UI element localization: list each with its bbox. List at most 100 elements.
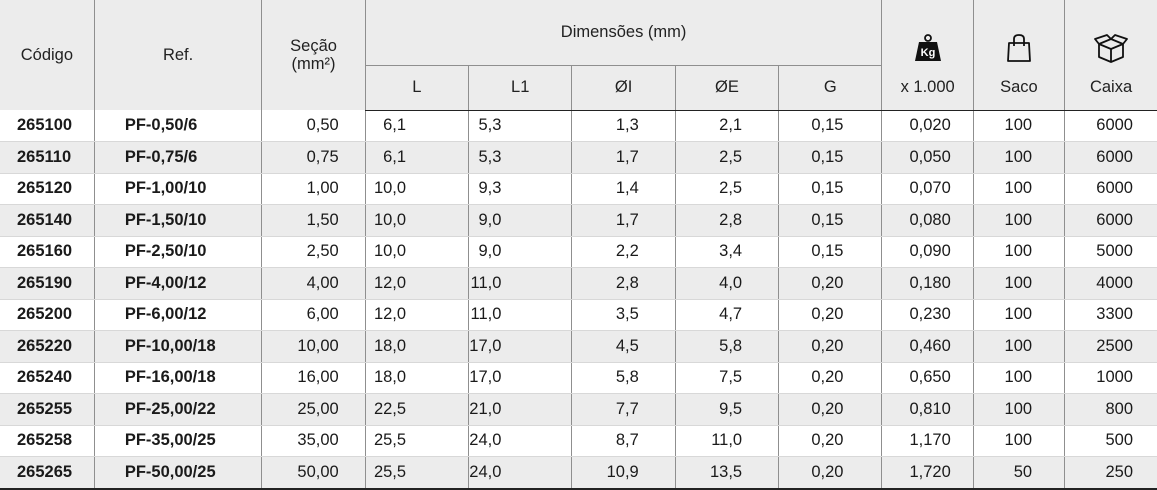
cell-G: 0,20 [778, 456, 882, 490]
secao-label: Seção [290, 37, 337, 55]
cell-secao: 1,00 [261, 173, 366, 205]
cell-L1: 11,0 [468, 299, 572, 331]
cell-saco: 100 [972, 425, 1065, 457]
cell-caixa: 2500 [1064, 330, 1157, 363]
cell-E: 2,5 [674, 173, 779, 205]
cell-kg: 0,070 [881, 173, 974, 205]
cell-secao: 4,00 [261, 267, 366, 300]
cell-E: 5,8 [674, 330, 779, 363]
cell-saco: 100 [972, 299, 1065, 331]
dim-E-header: ØE [674, 64, 779, 111]
cell-codigo: 265220 [0, 330, 95, 363]
cell-codigo: 265140 [0, 204, 95, 237]
cell-secao: 35,00 [261, 425, 366, 457]
cell-E: 13,5 [674, 456, 779, 490]
cell-saco: 100 [972, 173, 1065, 205]
cell-L: 12,0 [364, 267, 469, 300]
cell-saco: 100 [972, 204, 1065, 237]
col-kg-icon-header: Kg [881, 0, 974, 65]
cell-saco: 100 [972, 362, 1065, 394]
cell-saco: 100 [972, 330, 1065, 363]
cell-G: 0,20 [778, 267, 882, 300]
dim-L-header: L [364, 64, 469, 111]
cell-L: 12,0 [364, 299, 469, 331]
cell-kg: 1,170 [881, 425, 974, 457]
cell-E: 4,7 [674, 299, 779, 331]
cell-kg: 0,180 [881, 267, 974, 300]
cell-ref: PF-6,00/12 [93, 299, 262, 331]
table-row: 265265 PF-50,00/25 50,00 25,5 24,0 10,9 13,5 0,… [0, 456, 1157, 490]
cell-ref: PF-25,00/22 [93, 393, 262, 426]
cell-ref: PF-4,00/12 [93, 267, 262, 300]
cell-caixa: 1000 [1064, 362, 1157, 394]
cell-E: 9,5 [674, 393, 779, 426]
cell-L: 10,0 [364, 173, 469, 205]
cell-codigo: 265120 [0, 173, 95, 205]
cell-kg: 1,720 [881, 456, 974, 490]
cell-caixa: 3300 [1064, 299, 1157, 331]
weight-icon-text: Kg [920, 47, 935, 59]
cell-caixa: 250 [1064, 456, 1157, 490]
cell-caixa: 6000 [1064, 110, 1157, 142]
cell-L1: 24,0 [468, 425, 572, 457]
caixa-label: Caixa [1064, 65, 1157, 111]
cell-I: 1,3 [571, 110, 676, 142]
cell-I: 10,9 [571, 456, 676, 490]
table-body: 265100 PF-0,50/6 0,50 6,1 5,3 1,3 2,1 0,15 0,020… [0, 110, 1157, 490]
cell-secao: 50,00 [261, 456, 366, 490]
table-row: 265255 PF-25,00/22 25,00 22,5 21,0 7,7 9,5 0,20… [0, 393, 1157, 426]
dimensoes-header: Dimensões (mm) [364, 0, 882, 65]
cell-codigo: 265190 [0, 267, 95, 300]
cell-L: 18,0 [364, 330, 469, 363]
cell-kg: 0,080 [881, 204, 974, 237]
cell-ref: PF-2,50/10 [93, 236, 262, 268]
cell-L1: 11,0 [468, 267, 572, 300]
cell-secao: 0,50 [261, 110, 366, 142]
col-secao-header: Seção (mm²) [261, 0, 366, 110]
cell-I: 1,7 [571, 141, 676, 174]
cell-G: 0,15 [778, 141, 882, 174]
cell-G: 0,15 [778, 204, 882, 237]
cell-L1: 9,0 [468, 236, 572, 268]
cell-codigo: 265258 [0, 425, 95, 457]
cell-ref: PF-50,00/25 [93, 456, 262, 490]
cell-ref: PF-16,00/18 [93, 362, 262, 394]
cell-caixa: 6000 [1064, 204, 1157, 237]
dim-G-header: G [778, 64, 882, 111]
cell-G: 0,20 [778, 330, 882, 363]
cell-caixa: 6000 [1064, 141, 1157, 174]
cell-G: 0,20 [778, 362, 882, 394]
cell-E: 4,0 [674, 267, 779, 300]
weight-icon: Kg [914, 34, 941, 61]
col-codigo-header: Código [0, 0, 95, 110]
table-row: 265240 PF-16,00/18 16,00 18,0 17,0 5,8 7,5 0,20… [0, 362, 1157, 394]
cell-codigo: 265240 [0, 362, 95, 394]
secao-unit: (mm²) [291, 55, 336, 73]
table-row: 265220 PF-10,00/18 10,00 18,0 17,0 4,5 5,8 0,20… [0, 330, 1157, 363]
cell-kg: 0,460 [881, 330, 974, 363]
cell-I: 5,8 [571, 362, 676, 394]
table-header: Código Ref. Seção (mm²) Dimensões (mm) K… [0, 0, 1157, 111]
cell-secao: 6,00 [261, 299, 366, 331]
cell-saco: 50 [972, 456, 1065, 490]
table-row: 265160 PF-2,50/10 2,50 10,0 9,0 2,2 3,4 0,15 0,0… [0, 236, 1157, 268]
cell-G: 0,15 [778, 110, 882, 142]
table-row: 265258 PF-35,00/25 35,00 25,5 24,0 8,7 11,0 0,2… [0, 425, 1157, 457]
cell-secao: 25,00 [261, 393, 366, 426]
cell-secao: 16,00 [261, 362, 366, 394]
kg-label: x 1.000 [881, 65, 974, 111]
cell-L: 6,1 [364, 110, 469, 142]
cell-caixa: 4000 [1064, 267, 1157, 300]
cell-L1: 5,3 [468, 141, 572, 174]
cell-E: 3,4 [674, 236, 779, 268]
cell-secao: 0,75 [261, 141, 366, 174]
cell-L1: 9,0 [468, 204, 572, 237]
cell-I: 4,5 [571, 330, 676, 363]
cell-L: 25,5 [364, 456, 469, 490]
cell-I: 7,7 [571, 393, 676, 426]
cell-L: 6,1 [364, 141, 469, 174]
cell-E: 2,1 [674, 110, 779, 142]
cell-saco: 100 [972, 393, 1065, 426]
cell-ref: PF-1,00/10 [93, 173, 262, 205]
cell-L: 25,5 [364, 425, 469, 457]
